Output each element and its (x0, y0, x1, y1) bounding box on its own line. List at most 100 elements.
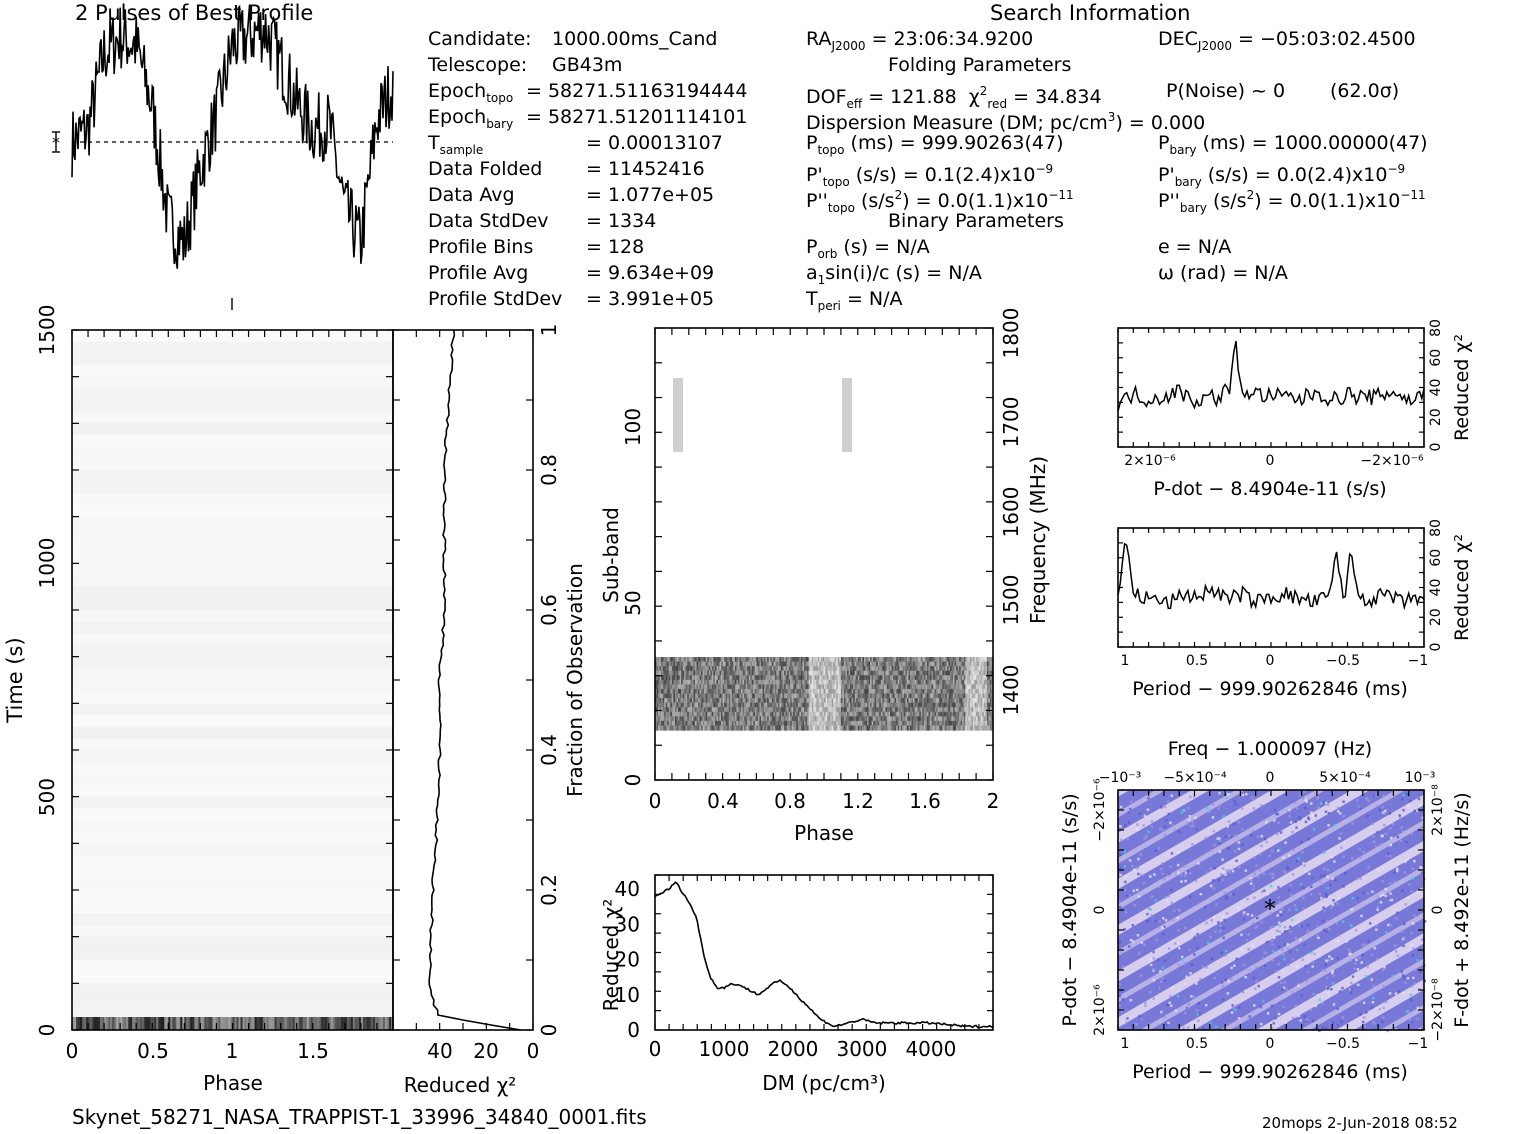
heatmap-cell (1357, 897, 1360, 900)
heatmap-cell (1375, 929, 1378, 932)
heatmap-cell (1400, 840, 1403, 843)
heatmap-cell (1205, 966, 1208, 969)
heatmap-cell (1416, 1018, 1419, 1021)
heatmap-cell (1182, 959, 1185, 962)
heatmap-cell (1196, 947, 1199, 950)
heatmap-cell (1331, 972, 1334, 975)
heatmap-cell (1276, 833, 1279, 836)
heatmap-cell (1322, 1026, 1325, 1029)
heatmap-cell (1372, 822, 1375, 825)
heatmap-cell (1214, 931, 1217, 934)
heatmap-cell (1328, 928, 1331, 931)
heatmap-cell (1195, 982, 1198, 985)
heatmap-cell (1411, 944, 1414, 947)
x-tick-label: 0.5 (137, 1039, 169, 1063)
heatmap-cell (1119, 854, 1122, 857)
heatmap-cell (1352, 897, 1355, 900)
heatmap-cell (1312, 814, 1315, 817)
heatmap-cell (1273, 937, 1276, 940)
y-tick-label: 80 (1428, 519, 1444, 537)
heatmap-cell (1238, 848, 1241, 851)
heatmap-cell (1343, 855, 1346, 858)
heatmap-row (72, 983, 393, 995)
y-tick-label: 20 (1428, 408, 1444, 426)
y-tick-label: 60 (1428, 349, 1444, 367)
heatmap-row (72, 552, 393, 564)
heatmap-cell (1341, 987, 1344, 990)
plot-frame (655, 875, 993, 1030)
heatmap-cell (1230, 978, 1233, 981)
heatmap-cell (1288, 909, 1291, 912)
heatmap-cell (1409, 994, 1412, 997)
heatmap-cell (1232, 870, 1235, 873)
heatmap-row (72, 447, 393, 459)
heatmap-cell (1247, 1018, 1250, 1021)
heatmap-cell (1412, 868, 1415, 871)
heatmap-cell (1129, 808, 1132, 811)
heatmap-row (72, 657, 393, 669)
heatmap-cell (1380, 844, 1383, 847)
heatmap-cell (1382, 969, 1385, 972)
heatmap-cell (1233, 964, 1236, 967)
heatmap-cell (1357, 968, 1360, 971)
heatmap-cell (1389, 827, 1392, 830)
heatmap-cell (1421, 1027, 1424, 1030)
heatmap-cell (1162, 977, 1165, 980)
heatmap-cell (1222, 985, 1225, 988)
heatmap-cell (1263, 819, 1266, 822)
heatmap-cell (1197, 862, 1200, 865)
heatmap-cell (1310, 952, 1313, 955)
heatmap-cell (1210, 849, 1213, 852)
heatmap-cell (1253, 807, 1256, 810)
heatmap-cell (1365, 975, 1368, 978)
heatmap-cell (1336, 1008, 1339, 1011)
heatmap-cell (1221, 952, 1224, 955)
heatmap-cell (1211, 957, 1214, 960)
heatmap-cell (1294, 904, 1297, 907)
heatmap-cell (1127, 811, 1130, 814)
heatmap-cell (1210, 885, 1213, 888)
heatmap-cell (1133, 890, 1136, 893)
heatmap-cell (1367, 866, 1370, 869)
heatmap-cell (1401, 798, 1404, 801)
heatmap-cell (1402, 974, 1405, 977)
heatmap-cell (1218, 792, 1221, 795)
heatmap-cell (1350, 924, 1353, 927)
heatmap-cell (1120, 951, 1123, 954)
heatmap-cell (1359, 848, 1362, 851)
heatmap-cell (1278, 933, 1281, 936)
x-tick-label: 2×10⁻⁶ (1124, 453, 1176, 469)
heatmap-cell (1280, 914, 1283, 917)
heatmap-cell (1362, 954, 1365, 957)
y-tick-label: 100 (621, 408, 645, 446)
y2-tick-label: 0.8 (537, 454, 561, 486)
heatmap-cell (1134, 904, 1137, 907)
x-tick-label: 1.5 (297, 1039, 329, 1063)
heatmap-cell (1328, 812, 1331, 815)
heatmap-cell (1312, 1020, 1315, 1023)
heatmap-cell (1219, 842, 1222, 845)
heatmap-cell (1348, 948, 1351, 951)
heatmap-row (72, 692, 393, 704)
heatmap-cell (1171, 852, 1174, 855)
heatmap-cell (1299, 939, 1302, 942)
heatmap-cell (1396, 912, 1399, 915)
heatmap-cell (1297, 985, 1300, 988)
heatmap-cell (1234, 850, 1237, 853)
heatmap-row (72, 377, 393, 389)
heatmap-cell (1196, 1009, 1199, 1012)
heatmap-row (72, 820, 393, 832)
heatmap-cell (1208, 811, 1211, 814)
heatmap-cell (1238, 1006, 1241, 1009)
heatmap-cell (1313, 828, 1316, 831)
heatmap-cell (1140, 874, 1143, 877)
heatmap-cell (1186, 823, 1189, 826)
heatmap-cell (1361, 961, 1364, 964)
y-tick-label: 1500 (35, 305, 59, 356)
heatmap-cell (1221, 858, 1224, 861)
heatmap-cell (1362, 892, 1365, 895)
heatmap-cell (1296, 965, 1299, 968)
heatmap-cell (1331, 958, 1334, 961)
